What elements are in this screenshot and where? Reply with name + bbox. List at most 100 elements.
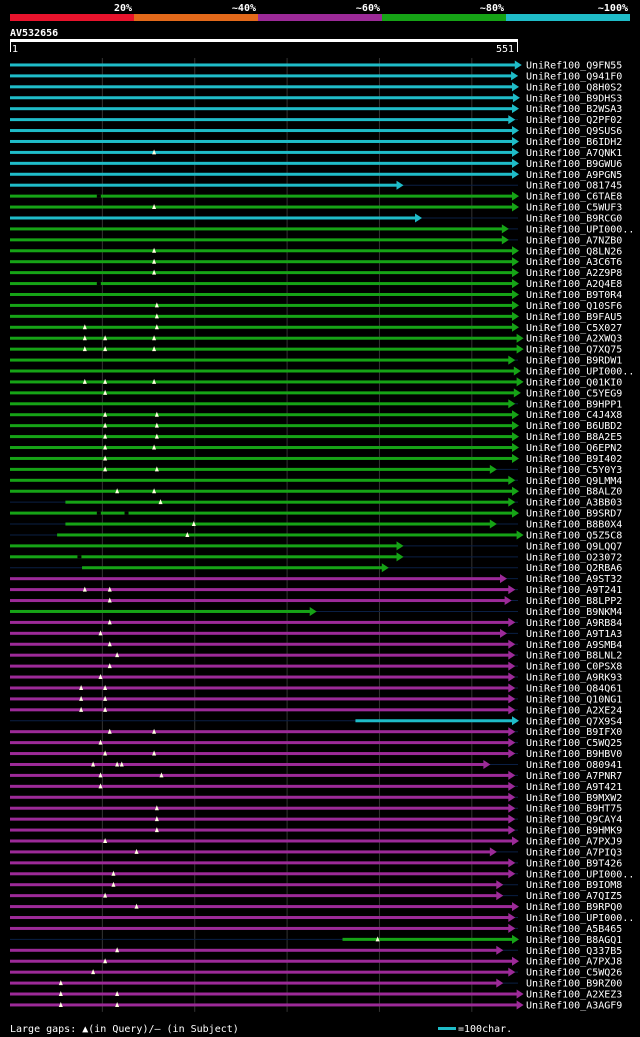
hit-bar[interactable] (10, 642, 510, 646)
hit-bar[interactable] (10, 1003, 518, 1007)
hit-row[interactable]: UniRef100_B9RCG0 (10, 213, 622, 224)
hit-label[interactable]: UniRef100_B9IOM8 (526, 880, 622, 891)
hit-bar[interactable] (10, 861, 510, 865)
hit-label[interactable]: UniRef100_O23072 (526, 552, 622, 563)
hit-label[interactable]: UniRef100_B6IDH2 (526, 137, 622, 148)
hit-bar[interactable] (10, 883, 498, 887)
hit-bar[interactable] (10, 358, 510, 362)
hit-label[interactable]: UniRef100_C5YEG9 (526, 388, 622, 399)
hit-label[interactable]: UniRef100_B2WSA3 (526, 104, 622, 115)
hit-bar[interactable] (10, 391, 515, 395)
hit-row[interactable]: UniRef100_B9I402 (10, 453, 622, 465)
hit-row[interactable]: UniRef100_C5X027 (10, 322, 622, 334)
hit-row[interactable]: UniRef100_C4J4X8 (10, 410, 622, 421)
hit-bar[interactable] (10, 118, 510, 122)
hit-row[interactable]: UniRef100_A7PXJ9 (10, 836, 622, 847)
hit-row[interactable]: UniRef100_UPI000.. (10, 224, 634, 235)
hit-bar[interactable] (10, 139, 513, 143)
hit-bar[interactable] (10, 872, 510, 876)
hit-row[interactable]: UniRef100_C5Y0Y3 (10, 464, 622, 476)
hit-row[interactable]: UniRef100_Q7XQ75 (10, 344, 622, 356)
hit-row[interactable]: UniRef100_Q9LMM4 (10, 475, 622, 487)
hit-bar[interactable] (10, 916, 510, 920)
hit-row[interactable]: UniRef100_Q6EPN2 (10, 443, 622, 454)
hit-bar[interactable] (355, 719, 513, 723)
hit-label[interactable]: UniRef100_A7PIQ3 (526, 847, 622, 858)
hit-label[interactable]: UniRef100_Q8LN26 (526, 246, 622, 257)
hit-label[interactable]: UniRef100_A2XWQ3 (526, 334, 622, 345)
hit-row[interactable]: UniRef100_C5WUF3 (10, 202, 622, 214)
hit-label[interactable]: UniRef100_Q10NG1 (526, 694, 622, 705)
hit-row[interactable]: UniRef100_A9T241 (10, 585, 622, 596)
hit-label[interactable]: UniRef100_Q5Z5C8 (526, 530, 622, 541)
hit-row[interactable]: UniRef100_B8A2E5 (10, 432, 622, 443)
hit-bar[interactable] (10, 63, 516, 67)
hit-row[interactable]: UniRef100_A9ST32 (10, 574, 622, 585)
hit-row[interactable]: UniRef100_UPI000.. (10, 869, 634, 880)
hit-bar[interactable] (10, 194, 513, 198)
hit-bar[interactable] (10, 697, 510, 701)
hit-row[interactable]: UniRef100_A5B465 (10, 923, 622, 935)
hit-label[interactable]: UniRef100_Q10SF6 (526, 301, 622, 312)
hit-bar[interactable] (10, 708, 510, 712)
hit-label[interactable]: UniRef100_A7QIZ5 (526, 891, 622, 902)
hit-label[interactable]: UniRef100_B9NKM4 (526, 607, 622, 618)
hit-row[interactable]: UniRef100_B9HBV0 (10, 749, 622, 760)
hit-bar[interactable] (10, 577, 501, 581)
hit-row[interactable]: UniRef100_B9DHS3 (10, 93, 622, 104)
hit-bar[interactable] (10, 795, 510, 799)
hit-bar[interactable] (10, 347, 518, 351)
hit-bar[interactable] (10, 303, 513, 307)
hit-bar[interactable] (10, 227, 503, 231)
hit-label[interactable]: UniRef100_UPI000.. (526, 869, 634, 880)
hit-row[interactable]: UniRef100_B9FAU5 (10, 311, 622, 323)
hit-row[interactable]: UniRef100_Q2RBA6 (10, 563, 622, 574)
hit-bar[interactable] (10, 555, 398, 559)
hit-bar[interactable] (65, 522, 491, 526)
hit-row[interactable]: UniRef100_A7PIQ3 (10, 847, 622, 858)
hit-row[interactable]: UniRef100_Q84Q61 (10, 683, 622, 694)
hit-label[interactable]: UniRef100_B9HPP1 (526, 399, 622, 410)
hit-row[interactable]: UniRef100_A3AGF9 (10, 1000, 622, 1011)
hit-bar[interactable] (10, 85, 513, 89)
hit-bar[interactable] (10, 238, 503, 242)
hit-label[interactable]: UniRef100_B9RCG0 (526, 213, 622, 224)
hit-bar[interactable] (342, 937, 513, 941)
hit-row[interactable]: UniRef100_B9IOM8 (10, 880, 622, 891)
hit-bar[interactable] (10, 325, 513, 329)
hit-label[interactable]: UniRef100_Q337B5 (526, 946, 622, 957)
hit-row[interactable]: UniRef100_B9T426 (10, 858, 622, 869)
hit-label[interactable]: UniRef100_B8A2E5 (526, 432, 622, 443)
hit-bar[interactable] (10, 828, 510, 832)
hit-row[interactable]: UniRef100_Q9SUS6 (10, 126, 622, 137)
hit-label[interactable]: UniRef100_A2XEZ3 (526, 990, 622, 1001)
hit-label[interactable]: UniRef100_B9MXW2 (526, 793, 622, 804)
hit-row[interactable]: UniRef100_B9NKM4 (10, 606, 622, 618)
hit-bar[interactable] (10, 336, 518, 340)
hit-row[interactable]: UniRef100_A9PGN5 (10, 169, 622, 181)
hit-label[interactable]: UniRef100_C5Y0Y3 (526, 465, 622, 476)
hit-row[interactable]: UniRef100_B9T0R4 (10, 289, 622, 301)
hit-label[interactable]: UniRef100_A2Q4E8 (526, 279, 622, 290)
hit-row[interactable]: UniRef100_B9HMK9 (10, 825, 622, 837)
hit-row[interactable]: UniRef100_B2WSA3 (10, 104, 622, 115)
hit-row[interactable]: UniRef100_C6TAE8 (10, 191, 622, 203)
hit-bar[interactable] (10, 686, 510, 690)
hit-bar[interactable] (10, 369, 515, 373)
hit-label[interactable]: UniRef100_B8B0X4 (526, 520, 622, 531)
hit-row[interactable]: UniRef100_Q10SF6 (10, 300, 622, 312)
hit-label[interactable]: UniRef100_A9RK93 (526, 673, 622, 684)
hit-row[interactable]: UniRef100_A2XWQ3 (10, 333, 622, 345)
hit-row[interactable]: UniRef100_A7PNR7 (10, 770, 622, 782)
hit-bar[interactable] (10, 959, 513, 963)
hit-row[interactable]: UniRef100_B8LNL2 (10, 650, 622, 662)
hit-label[interactable]: UniRef100_Q9FN55 (526, 60, 622, 71)
hit-bar[interactable] (10, 380, 518, 384)
hit-label[interactable]: UniRef100_Q84Q61 (526, 683, 622, 694)
hit-label[interactable]: UniRef100_A9T241 (526, 585, 622, 596)
hit-bar[interactable] (10, 282, 513, 286)
hit-label[interactable]: UniRef100_B9HMK9 (526, 826, 622, 837)
hit-row[interactable]: UniRef100_A9RK93 (10, 672, 622, 684)
hit-label[interactable]: UniRef100_B9GWU6 (526, 159, 622, 170)
hit-label[interactable]: UniRef100_A9SMB4 (526, 640, 622, 651)
